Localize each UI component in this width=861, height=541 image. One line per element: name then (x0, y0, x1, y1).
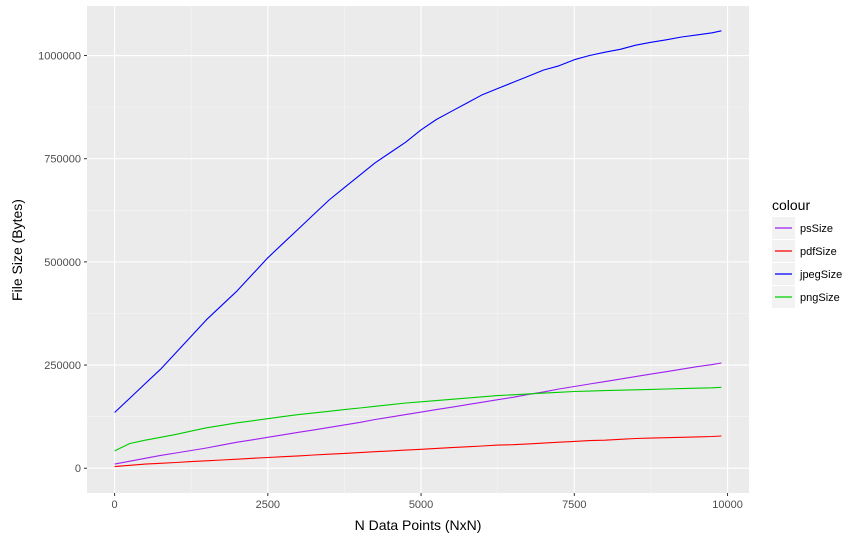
x-tick-label: 0 (112, 499, 118, 511)
x-axis-title: N Data Points (NxN) (355, 517, 482, 533)
x-tick-label: 7500 (562, 499, 586, 511)
legend-label-psSize: psSize (800, 223, 833, 235)
legend-label-pngSize: pngSize (800, 292, 840, 304)
y-tick-label: 750000 (44, 154, 81, 166)
legend-label-jpegSize: jpegSize (799, 269, 842, 281)
y-tick-label: 250000 (44, 360, 81, 372)
x-tick-label: 2500 (256, 499, 280, 511)
x-axis-ticks: 0 2500 5000 7500 10000 (112, 493, 743, 511)
x-tick-label: 10000 (712, 499, 743, 511)
plot-panel (87, 6, 749, 493)
x-tick-label: 5000 (409, 499, 433, 511)
y-axis-title: File Size (Bytes) (9, 199, 25, 301)
y-tick-label: 0 (75, 463, 81, 475)
series-line-jpegSize (114, 30, 722, 413)
minor-gridlines (87, 6, 749, 493)
y-axis-ticks: 0 250000 500000 750000 1000000 (38, 51, 87, 475)
major-gridlines (87, 6, 749, 493)
y-tick-label: 1000000 (38, 51, 81, 63)
series-line-pngSize (114, 386, 722, 452)
y-tick-label: 500000 (44, 257, 81, 269)
series-lines (114, 30, 722, 468)
series-line-pdfSize (114, 435, 722, 468)
legend: colour psSize pdfSize jpegSize pngSize (772, 197, 842, 308)
legend-label-pdfSize: pdfSize (800, 246, 837, 258)
legend-title: colour (772, 197, 810, 213)
series-line-psSize (114, 362, 722, 465)
